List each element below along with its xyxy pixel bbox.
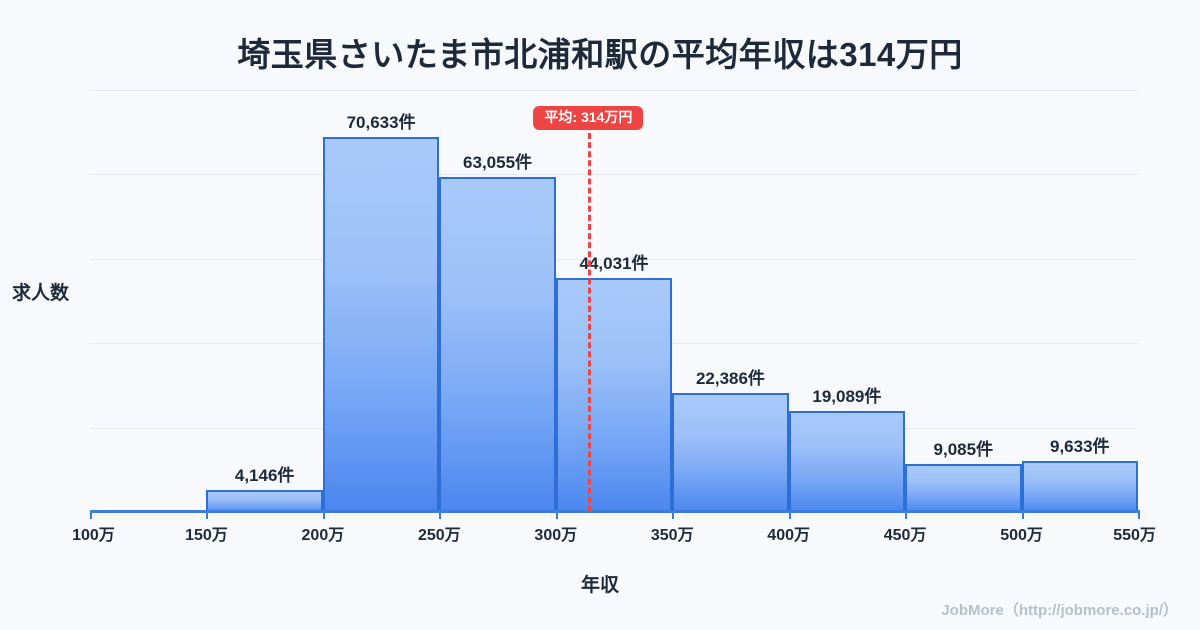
bar[interactable]	[1021, 460, 1138, 512]
bar-value-label: 4,146件	[234, 465, 295, 485]
x-axis-tick	[555, 510, 558, 519]
bar-value-label: 9,085件	[933, 439, 994, 459]
x-axis-tick-label: 250万	[417, 527, 461, 544]
bar[interactable]	[555, 278, 673, 512]
bar-value-label: 22,386件	[695, 369, 765, 389]
bar-value-label: 63,055件	[463, 153, 533, 173]
x-axis-tick	[672, 510, 675, 519]
x-axis-tick	[788, 510, 791, 519]
bar[interactable]	[788, 410, 906, 512]
gridline	[90, 174, 1138, 176]
gridline	[90, 90, 1138, 91]
y-axis-title: 求人数	[12, 283, 70, 304]
x-axis-tick-label: 550万	[1113, 527, 1156, 544]
average-badge: 平均: 314万円	[533, 106, 644, 131]
x-axis-tick-label: 100万	[72, 527, 115, 544]
x-axis-title: 年収	[580, 575, 619, 596]
x-axis-tick	[1138, 510, 1140, 519]
bar[interactable]	[206, 490, 323, 512]
bar[interactable]	[672, 393, 789, 512]
footer-credit: JobMore（http://jobmore.co.jp/）	[941, 602, 1178, 619]
x-axis-tick	[206, 510, 209, 519]
chart-title: 埼玉県さいたま市北浦和駅の平均年収は314万円	[237, 36, 963, 73]
x-axis-tick	[1021, 510, 1024, 519]
x-axis-tick	[905, 510, 908, 519]
x-axis-line	[90, 510, 1138, 513]
x-axis-tick	[439, 510, 442, 519]
x-axis-tick-label: 400万	[767, 527, 811, 544]
bar[interactable]	[905, 463, 1022, 512]
gridline	[90, 258, 1138, 260]
x-axis-tick	[322, 510, 325, 519]
bar[interactable]	[439, 177, 556, 512]
bar-value-label: 19,089件	[812, 386, 882, 406]
x-axis-tick-label: 150万	[185, 527, 228, 544]
bar-value-label: 44,031件	[579, 254, 649, 274]
x-axis-tick-label: 300万	[534, 527, 578, 544]
bar-value-label: 70,633件	[346, 113, 416, 133]
bar-value-label: 9,633件	[1049, 436, 1110, 456]
x-axis-tick-label: 200万	[301, 527, 345, 544]
average-line	[588, 133, 592, 512]
x-axis-tick	[90, 510, 92, 519]
bar[interactable]	[322, 137, 440, 512]
x-axis-tick-label: 500万	[1000, 527, 1043, 544]
plot-area	[90, 90, 1138, 512]
bars-layer	[90, 90, 1138, 512]
x-axis-tick-label: 450万	[883, 527, 927, 544]
x-axis-tick-label: 350万	[650, 527, 694, 544]
